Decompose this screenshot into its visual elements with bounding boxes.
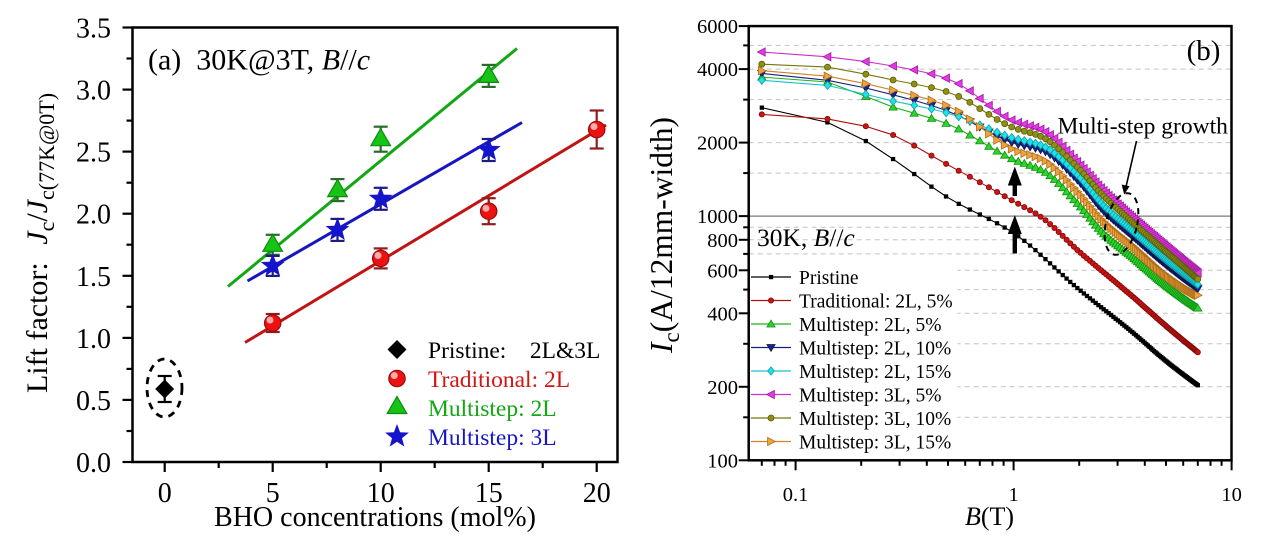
- svg-text:6000: 6000: [697, 16, 738, 38]
- svg-text:(a) 30K@3T, B//c: (a) 30K@3T, B//c: [148, 44, 370, 77]
- svg-text:B(T): B(T): [965, 502, 1014, 531]
- svg-text:30K, B//c: 30K, B//c: [757, 223, 855, 252]
- svg-text:15: 15: [475, 478, 503, 509]
- svg-text:BHO concentrations (mol%): BHO concentrations (mol%): [214, 502, 536, 533]
- svg-text:Multistep: 2L, 5%: Multistep: 2L, 5%: [799, 315, 941, 336]
- svg-text:20: 20: [583, 478, 611, 509]
- svg-text:1.0: 1.0: [76, 324, 111, 355]
- svg-text:0.1: 0.1: [783, 484, 809, 506]
- svg-text:2.5: 2.5: [76, 138, 111, 169]
- svg-text:Ic(A/12mm-width): Ic(A/12mm-width): [644, 117, 684, 354]
- svg-text:Pristine: 2L&3L: Pristine: 2L&3L: [428, 338, 600, 364]
- svg-text:0: 0: [158, 478, 172, 509]
- svg-text:200: 200: [707, 377, 738, 399]
- svg-text:Multistep: 3L, 10%: Multistep: 3L, 10%: [799, 409, 951, 430]
- svg-text:800: 800: [707, 230, 738, 252]
- svg-text:Traditional: 2L, 5%: Traditional: 2L, 5%: [799, 291, 953, 312]
- svg-text:Multistep: 3L, 5%: Multistep: 3L, 5%: [799, 385, 941, 406]
- svg-text:Traditional: 2L: Traditional: 2L: [428, 367, 570, 393]
- svg-text:1.5: 1.5: [76, 262, 111, 293]
- svg-text:1000: 1000: [697, 206, 738, 228]
- svg-text:(b): (b): [1187, 35, 1221, 67]
- svg-text:0.5: 0.5: [76, 386, 111, 417]
- svg-text:Multistep: 2L, 10%: Multistep: 2L, 10%: [799, 338, 951, 359]
- svg-text:1: 1: [1008, 484, 1018, 506]
- svg-text:0.0: 0.0: [76, 448, 111, 479]
- svg-text:Multistep: 2L: Multistep: 2L: [428, 396, 557, 422]
- svg-text:3.5: 3.5: [76, 14, 111, 45]
- svg-text:Lift factor: Jc/Jc(77K@0T): Lift factor: Jc/Jc(77K@0T): [21, 93, 59, 393]
- svg-text:4000: 4000: [697, 59, 738, 81]
- svg-text:2000: 2000: [697, 133, 738, 155]
- svg-text:2.0: 2.0: [76, 200, 111, 231]
- svg-text:Multi-step growth: Multi-step growth: [1058, 114, 1229, 140]
- svg-text:Pristine: Pristine: [799, 268, 859, 289]
- svg-text:10: 10: [1221, 484, 1242, 506]
- svg-text:100: 100: [707, 450, 738, 472]
- svg-text:400: 400: [707, 303, 738, 325]
- svg-text:3.0: 3.0: [76, 76, 111, 107]
- svg-text:Multistep: 2L, 15%: Multistep: 2L, 15%: [799, 362, 951, 383]
- svg-text:10: 10: [367, 478, 395, 509]
- svg-text:5: 5: [266, 478, 280, 509]
- svg-text:Multistep: 3L, 15%: Multistep: 3L, 15%: [799, 432, 951, 453]
- svg-text:Multistep: 3L: Multistep: 3L: [428, 425, 557, 451]
- svg-text:600: 600: [707, 260, 738, 282]
